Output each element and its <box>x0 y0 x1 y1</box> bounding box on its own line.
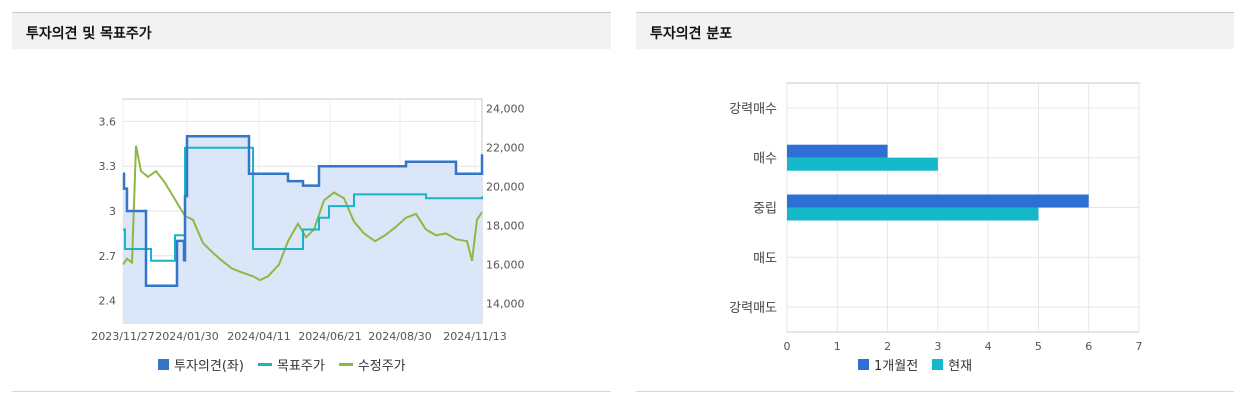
y-left-tick-label: 3.3 <box>99 160 117 173</box>
panel-header: 투자의견 및 목표주가 <box>12 13 611 49</box>
y-left-tick-label: 2.7 <box>99 250 117 263</box>
x-tick-label: 2024/04/11 <box>227 330 290 343</box>
legend-label: 수정주가 <box>357 359 406 374</box>
x-tick-label: 2024/06/21 <box>298 330 361 343</box>
x-tick-label: 2023/11/27 <box>91 330 154 343</box>
legend-swatch <box>257 363 272 366</box>
x-tick-label: 2024/01/30 <box>155 330 218 343</box>
bar-chart-legend: 1개월전 현재 <box>858 355 986 374</box>
legend-swatch <box>858 359 869 370</box>
y-left-tick-label: 3 <box>109 205 116 218</box>
bar <box>787 157 938 171</box>
adjusted-price-line <box>122 145 483 282</box>
x-tick-label: 7 <box>1136 340 1143 353</box>
bar <box>787 207 1039 221</box>
category-label: 매수 <box>753 152 777 167</box>
x-tick-label: 1 <box>834 340 841 353</box>
bar <box>787 194 1089 208</box>
legend-label: 1개월전 <box>874 359 919 374</box>
x-tick-label: 2024/08/30 <box>368 330 431 343</box>
legend-label: 목표주가 <box>276 359 325 374</box>
x-tick-label: 5 <box>1035 340 1042 353</box>
y-left-tick-label: 2.4 <box>99 295 117 308</box>
legend-swatch <box>158 359 169 370</box>
legend-label: 투자의견(좌) <box>174 359 244 374</box>
y-right-tick-label: 20,000 <box>486 181 525 194</box>
legend-item-target-price[interactable]: 목표주가 <box>257 355 325 374</box>
category-label: 중립 <box>753 202 777 217</box>
y-right-tick-label: 22,000 <box>486 142 525 155</box>
y-right-tick-label: 24,000 <box>486 103 525 116</box>
y-right-tick-label: 18,000 <box>486 220 525 233</box>
x-tick-label: 3 <box>934 340 941 353</box>
y-left-tick-label: 3.6 <box>99 115 117 128</box>
category-label: 강력매수 <box>729 102 777 117</box>
opinion-target-price-panel: 투자의견 및 목표주가 3.6 3.3 3 2.7 2.4 24,000 22,000 20,… <box>12 12 611 392</box>
legend-swatch <box>338 363 353 366</box>
y-right-tick-label: 14,000 <box>486 298 525 311</box>
legend-item-adjusted-price[interactable]: 수정주가 <box>338 355 406 374</box>
x-tick-label: 4 <box>985 340 992 353</box>
line-chart-legend: 투자의견(좌) 목표주가 수정주가 <box>158 355 420 374</box>
legend-item-current[interactable]: 현재 <box>932 355 972 374</box>
x-tick-label: 2024/11/13 <box>443 330 506 343</box>
x-tick-label: 0 <box>784 340 791 353</box>
category-label: 강력매도 <box>729 301 777 316</box>
legend-label: 현재 <box>948 359 973 374</box>
legend-item-opinion[interactable]: 투자의견(좌) <box>158 355 244 374</box>
investment-opinion-line <box>122 135 484 287</box>
x-tick-label: 2 <box>884 340 891 353</box>
legend-swatch <box>932 359 944 370</box>
target-price-line <box>123 146 483 262</box>
opinion-target-price-chart: 3.6 3.3 3 2.7 2.4 24,000 22,000 20,000 18,000 16,… <box>91 98 525 343</box>
x-tick-label: 6 <box>1085 340 1092 353</box>
bar <box>787 144 888 158</box>
panel-title: 투자의견 분포 <box>650 26 733 42</box>
legend-item-one-month-ago[interactable]: 1개월전 <box>858 355 918 374</box>
panel-title: 투자의견 및 목표주가 <box>26 26 152 42</box>
y-right-tick-label: 16,000 <box>486 259 525 272</box>
category-label: 매도 <box>753 251 777 266</box>
panel-header: 투자의견 분포 <box>636 13 1234 49</box>
